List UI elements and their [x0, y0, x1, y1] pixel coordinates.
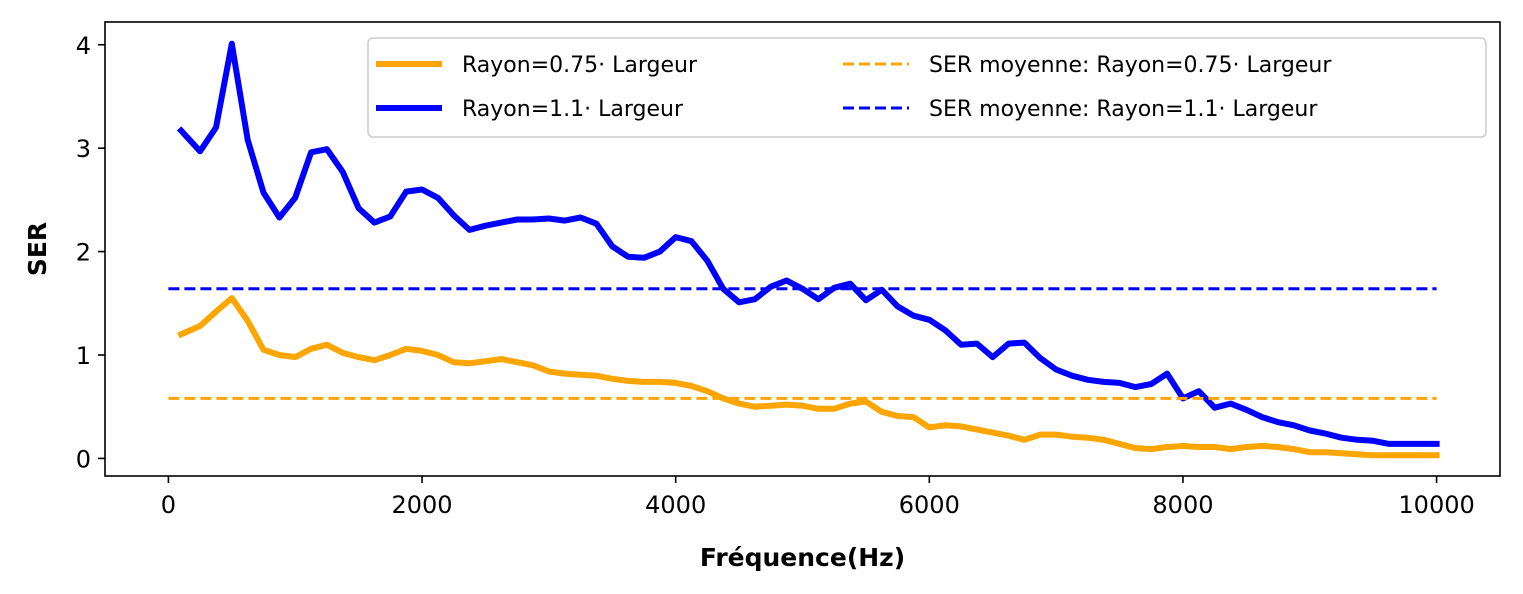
legend: Rayon=0.75· Largeur Rayon=1.1· Largeur SER…	[367, 37, 1487, 138]
plot-area-frame	[104, 21, 1501, 477]
x-tick-label: 10000	[1398, 491, 1474, 519]
x-tick-label: 0	[161, 491, 176, 519]
legend-box	[367, 37, 1487, 138]
series-line-1	[177, 295, 1440, 459]
legend-label-4: SER moyenne: Rayon=1.1· Largeur	[929, 97, 1318, 122]
series-line-2	[176, 40, 1440, 447]
y-tick-label: 2	[76, 239, 91, 267]
x-axis: 0 2000 4000 6000 8000 10000	[161, 476, 1475, 519]
legend-label-1: Rayon=0.75· Largeur	[462, 53, 698, 78]
y-tick-label: 1	[76, 342, 91, 370]
legend-label-2: Rayon=1.1· Largeur	[462, 97, 684, 122]
x-tick-label: 6000	[899, 491, 960, 519]
x-tick-label: 2000	[392, 491, 453, 519]
x-tick-label: 4000	[645, 491, 706, 519]
series-layer	[168, 40, 1440, 459]
x-axis-title: Fréquence(Hz)	[700, 543, 905, 572]
y-axis-title: SER	[23, 222, 52, 276]
y-tick-label: 0	[76, 445, 91, 473]
y-tick-label: 4	[76, 32, 91, 60]
y-tick-label: 3	[76, 135, 91, 163]
legend-label-3: SER moyenne: Rayon=0.75· Largeur	[929, 53, 1332, 78]
y-axis: 0 1 2 3 4	[76, 32, 105, 473]
x-tick-label: 8000	[1152, 491, 1213, 519]
